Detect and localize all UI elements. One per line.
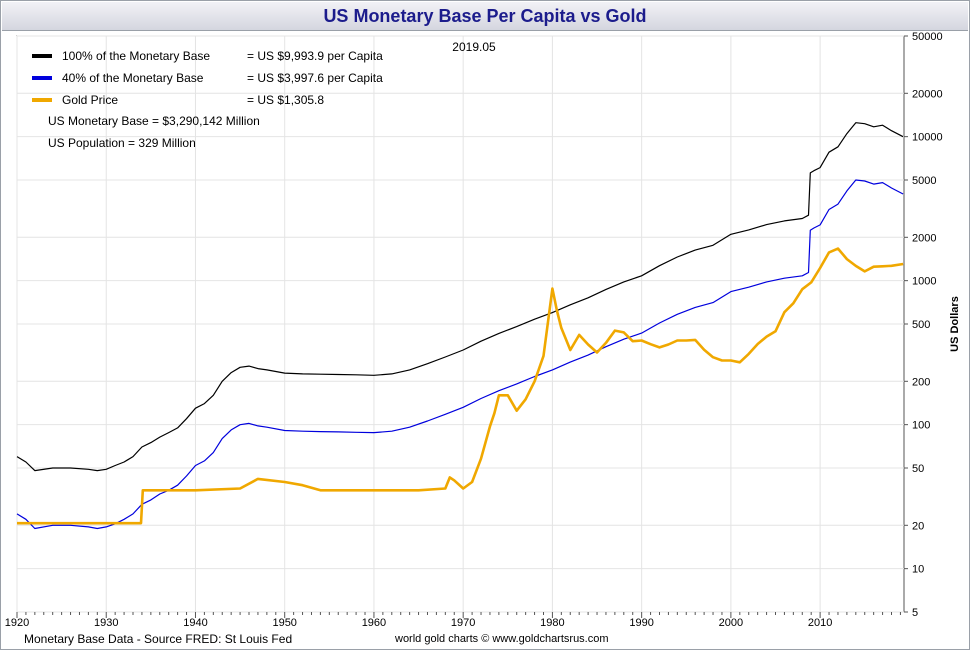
y-tick-label: 2000: [912, 232, 936, 244]
legend-label: 100% of the Monetary Base: [62, 49, 210, 63]
y-tick-label: 50: [912, 463, 924, 475]
y-tick-label: 1000: [912, 276, 936, 288]
grid: [16, 35, 904, 613]
note-text: US Monetary Base = $3,290,142 Million: [48, 114, 260, 128]
y-axis: 5 10 20 50 100 200 500 1000 2000 5000 10000 20000 50…: [904, 31, 943, 619]
x-tick-label: 1990: [629, 617, 653, 629]
y-tick-label: 100: [912, 420, 930, 432]
legend: 100% of the Monetary Base = US $9,993.9 p…: [32, 49, 383, 107]
x-tick-label: 1930: [94, 617, 118, 629]
legend-value: = US $9,993.9 per Capita: [247, 49, 383, 63]
series-line-gold: [17, 247, 904, 525]
y-tick-label: 50000: [912, 31, 943, 43]
title-bar: US Monetary Base Per Capita vs Gold: [2, 2, 968, 31]
series-layer: [16, 122, 904, 530]
legend-label: 40% of the Monetary Base: [62, 71, 204, 85]
footer-source: Monetary Base Data - Source FRED: St Lou…: [24, 632, 293, 646]
legend-label: Gold Price: [62, 93, 118, 107]
x-tick-label: 1970: [451, 617, 475, 629]
y-tick-label: 500: [912, 319, 930, 331]
x-tick-label: 1940: [183, 617, 207, 629]
y-tick-label: 200: [912, 376, 930, 388]
x-tick-label: 1980: [540, 617, 564, 629]
series-line-base100: [16, 122, 904, 472]
x-tick-label: 2000: [719, 617, 743, 629]
series-line-base40: [16, 179, 904, 530]
date-label: 2019.05: [452, 40, 496, 54]
note-text: US Population = 329 Million: [48, 136, 196, 150]
x-tick-label: 1950: [272, 617, 296, 629]
x-tick-label: 1960: [362, 617, 386, 629]
y-tick-label: 10: [912, 564, 924, 576]
y-tick-label: 5000: [912, 175, 936, 187]
legend-value: = US $3,997.6 per Capita: [247, 71, 383, 85]
x-axis: 1920 1930 1940 1950 1960 1970 1980 1990 2000 2010: [5, 612, 901, 629]
y-tick-label: 10000: [912, 132, 943, 144]
y-tick-label: 5: [912, 607, 918, 619]
legend-value: = US $1,305.8: [247, 93, 324, 107]
footer-credit: world gold charts © www.goldchartsrus.co…: [395, 633, 609, 645]
notes: US Monetary Base = $3,290,142 Million US …: [48, 114, 260, 150]
chart-title: US Monetary Base Per Capita vs Gold: [323, 6, 647, 26]
y-axis-label: US Dollars: [949, 296, 961, 352]
x-tick-label: 2010: [808, 617, 832, 629]
y-tick-label: 20: [912, 520, 924, 532]
x-tick-label: 1920: [5, 617, 29, 629]
y-tick-label: 20000: [912, 88, 943, 100]
